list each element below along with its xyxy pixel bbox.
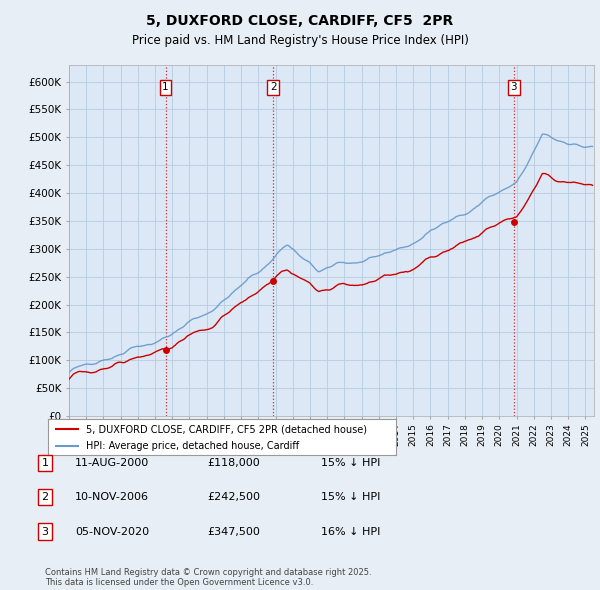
Text: 16% ↓ HPI: 16% ↓ HPI [321,527,380,536]
Text: 5, DUXFORD CLOSE, CARDIFF, CF5 2PR (detached house): 5, DUXFORD CLOSE, CARDIFF, CF5 2PR (deta… [86,424,367,434]
Text: 15% ↓ HPI: 15% ↓ HPI [321,458,380,468]
Text: 2: 2 [270,82,277,92]
Text: 11-AUG-2000: 11-AUG-2000 [75,458,149,468]
Text: Price paid vs. HM Land Registry's House Price Index (HPI): Price paid vs. HM Land Registry's House … [131,34,469,47]
Text: 10-NOV-2006: 10-NOV-2006 [75,493,149,502]
Text: £242,500: £242,500 [207,493,260,502]
Text: Contains HM Land Registry data © Crown copyright and database right 2025.
This d: Contains HM Land Registry data © Crown c… [45,568,371,587]
Text: HPI: Average price, detached house, Cardiff: HPI: Average price, detached house, Card… [86,441,299,451]
Text: £347,500: £347,500 [207,527,260,536]
Text: £118,000: £118,000 [207,458,260,468]
Text: 05-NOV-2020: 05-NOV-2020 [75,527,149,536]
Text: 15% ↓ HPI: 15% ↓ HPI [321,493,380,502]
Text: 3: 3 [41,527,49,536]
Text: 2: 2 [41,493,49,502]
Text: 3: 3 [511,82,517,92]
Text: 1: 1 [41,458,49,468]
Text: 5, DUXFORD CLOSE, CARDIFF, CF5  2PR: 5, DUXFORD CLOSE, CARDIFF, CF5 2PR [146,14,454,28]
Text: 1: 1 [162,82,169,92]
